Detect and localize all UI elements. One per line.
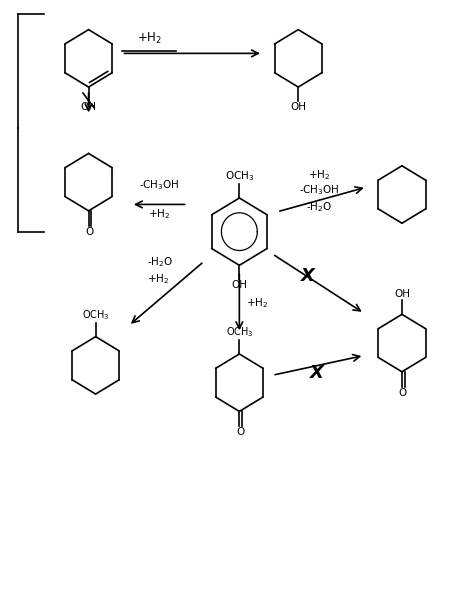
Text: +H$_2$: +H$_2$ [147, 272, 170, 286]
Text: OH: OH [81, 102, 97, 112]
Text: X: X [301, 267, 315, 285]
Text: +H$_2$: +H$_2$ [246, 297, 269, 310]
Text: OCH$_3$: OCH$_3$ [82, 308, 109, 322]
Text: OCH$_3$: OCH$_3$ [225, 170, 254, 183]
Text: X: X [310, 364, 324, 381]
Text: -H$_2$O: -H$_2$O [306, 201, 333, 214]
Text: -CH$_3$OH: -CH$_3$OH [299, 183, 340, 197]
Text: O: O [399, 387, 407, 398]
Text: O: O [236, 427, 245, 437]
Text: +H$_2$: +H$_2$ [148, 207, 171, 221]
Text: OH: OH [290, 102, 306, 112]
Text: +H$_2$: +H$_2$ [137, 31, 163, 46]
Text: -CH$_3$OH: -CH$_3$OH [139, 179, 180, 192]
Text: +H$_2$: +H$_2$ [308, 168, 331, 182]
Text: -H$_2$O: -H$_2$O [147, 255, 173, 269]
Text: OH: OH [394, 290, 410, 300]
Text: O: O [85, 227, 94, 236]
Text: OCH$_3$: OCH$_3$ [226, 325, 253, 339]
Text: OH: OH [231, 280, 247, 290]
